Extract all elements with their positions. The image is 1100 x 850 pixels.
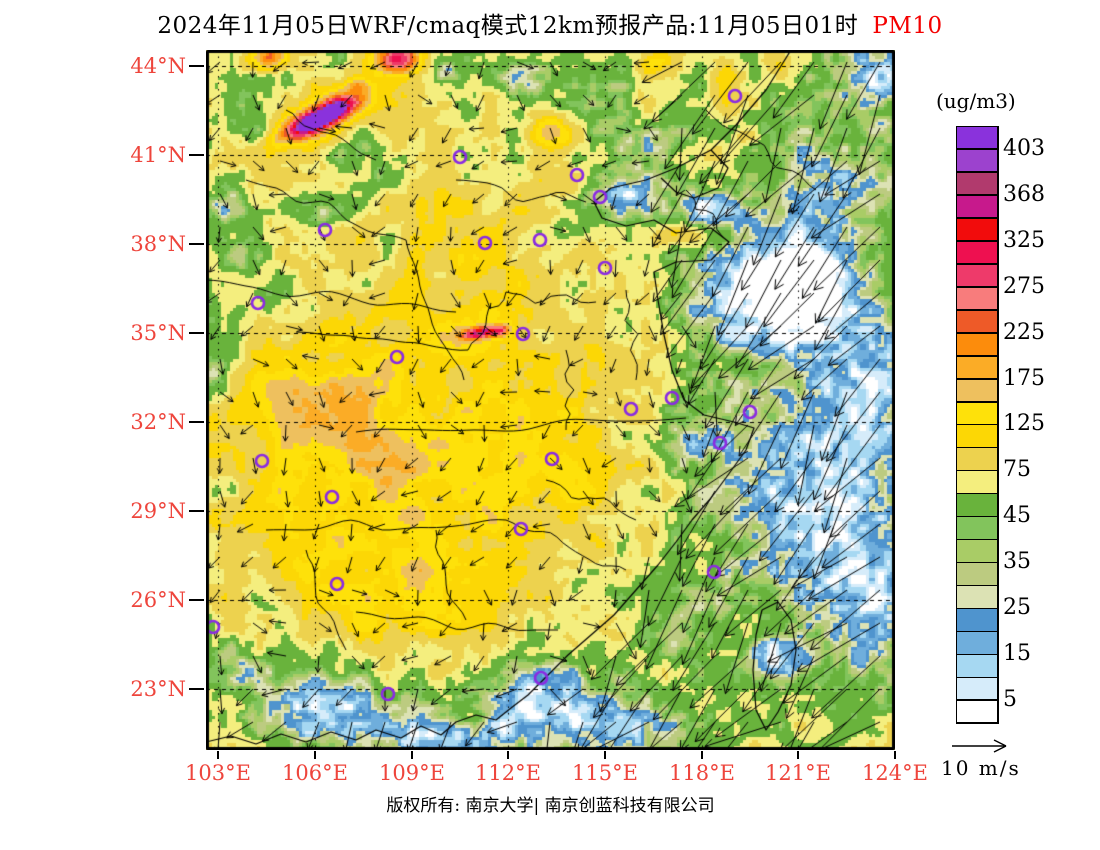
lon-label: 121°E (765, 761, 831, 785)
lat-label: 41°N (130, 143, 186, 167)
lon-label: 112°E (475, 761, 541, 785)
colorbar-cell (957, 701, 997, 723)
lat-label: 32°N (130, 410, 186, 434)
lat-tick (189, 688, 204, 690)
colorbar-value-label: 368 (1003, 181, 1045, 207)
colorbar-cell (957, 127, 997, 149)
colorbar-value-label: 25 (1003, 595, 1031, 621)
lat-tick (189, 65, 204, 67)
colorbar-cell (957, 632, 997, 654)
lat-tick (189, 332, 204, 334)
lat-label: 35°N (130, 321, 186, 345)
lon-label: 103°E (185, 761, 251, 785)
lon-tick (314, 751, 316, 759)
lon-tick (411, 751, 413, 759)
lon-tick (797, 751, 799, 759)
colorbar-value-label: 125 (1003, 411, 1045, 437)
colorbar-value-label: 275 (1003, 273, 1045, 299)
colorbar-cell (957, 494, 997, 516)
colorbar-cell (957, 655, 997, 677)
colorbar-value-label: 35 (1003, 549, 1031, 575)
colorbar-cell (957, 241, 997, 264)
colorbar-value-label: 5 (1003, 687, 1017, 712)
title-pollutant-label: PM10 (872, 13, 943, 39)
title-text: 2024年11月05日WRF/cmaq模式12km预报产品:11月05日01时 (157, 13, 859, 39)
lon-tick (604, 751, 606, 759)
colorbar-cell (957, 264, 997, 287)
colorbar-value-label: 15 (1003, 641, 1031, 667)
colorbar-value-label: 45 (1003, 503, 1031, 529)
copyright-text: 版权所有: 南京大学| 南京创蓝科技有限公司 (386, 796, 715, 816)
colorbar-cell (957, 609, 997, 631)
colorbar-cell (957, 172, 997, 195)
lon-tick (217, 751, 219, 759)
colorbar-value-label: 75 (1003, 457, 1031, 483)
colorbar-cell (957, 149, 997, 172)
wind-reference-label: 10 m/s (941, 756, 1021, 780)
colorbar-cell (957, 287, 997, 310)
lat-label: 38°N (130, 232, 186, 256)
lon-label: 118°E (669, 761, 735, 785)
colorbar-cell (957, 425, 997, 447)
lon-tick (507, 751, 509, 759)
colorbar-cell (957, 678, 997, 700)
colorbar-cell (957, 218, 997, 241)
lon-label: 109°E (379, 761, 445, 785)
lat-tick (189, 421, 204, 423)
colorbar-cell (957, 563, 997, 585)
lon-label: 115°E (572, 761, 638, 785)
colorbar-cell (957, 517, 997, 539)
wind-reference-arrow (952, 739, 1007, 753)
colorbar-cell (957, 448, 997, 470)
colorbar-value-label: 403 (1003, 135, 1045, 161)
lon-tick (701, 751, 703, 759)
colorbar-cell (957, 356, 997, 379)
lat-label: 44°N (130, 54, 186, 78)
lon-tick (894, 751, 896, 759)
colorbar-cell (957, 471, 997, 493)
lat-tick (189, 243, 204, 245)
colorbar-cell (957, 195, 997, 218)
lat-label: 29°N (130, 499, 186, 523)
colorbar (955, 125, 999, 724)
lat-tick (189, 510, 204, 512)
colorbar-cell (957, 310, 997, 333)
colorbar-value-label: 225 (1003, 319, 1045, 345)
colorbar-cell (957, 333, 997, 356)
lat-tick (189, 599, 204, 601)
colorbar-value-label: 175 (1003, 365, 1045, 391)
colorbar-cell (957, 402, 997, 424)
colorbar-cell (957, 379, 997, 401)
colorbar-cell (957, 540, 997, 562)
lat-tick (189, 154, 204, 156)
lon-label: 124°E (862, 761, 928, 785)
lat-label: 26°N (130, 588, 186, 612)
lat-label: 23°N (130, 677, 186, 701)
colorbar-cell (957, 586, 997, 608)
colorbar-value-label: 325 (1003, 227, 1045, 253)
colorbar-unit-label: (ug/m3) (936, 89, 1016, 113)
page-title: 2024年11月05日WRF/cmaq模式12km预报产品:11月05日01时 P… (0, 6, 1100, 40)
forecast-map-canvas (206, 50, 895, 750)
lon-label: 106°E (282, 761, 348, 785)
